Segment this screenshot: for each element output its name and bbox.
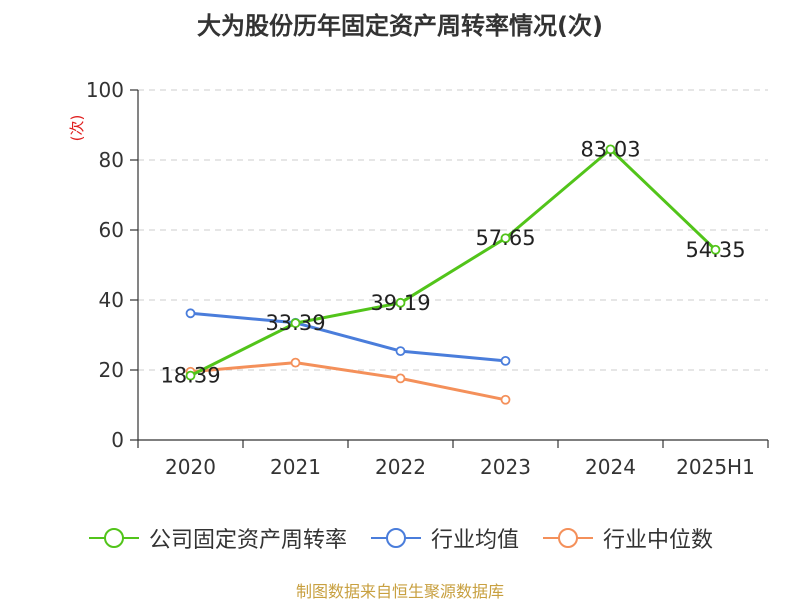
grid-lines [138,89,768,371]
y-tick-label: 20 [99,358,124,382]
x-tick-label: 2024 [585,455,636,479]
x-tick-label: 2022 [375,455,426,479]
legend-item[interactable]: 行业中位数 [541,522,713,554]
legend-label: 行业均值 [430,528,519,553]
data-label: 18.39 [160,364,220,388]
y-tick-label: 40 [99,288,124,312]
series-lines [185,144,721,405]
data-label: 39.19 [370,291,430,315]
y-tick-label: 100 [86,78,124,102]
series-line [189,147,717,377]
x-tick-label: 2020 [165,455,216,479]
legend-item[interactable]: 行业均值 [369,522,519,554]
data-point [185,308,196,319]
series-line [190,311,506,363]
data-point [500,355,511,366]
legend-swatch [370,528,421,548]
legend-label: 行业中位数 [603,528,714,553]
x-tick-label: 2025H1 [676,455,755,479]
data-point [395,373,406,384]
legend-swatch-marker [558,528,578,548]
legend-swatch-marker [385,528,406,548]
data-point [395,297,406,308]
x-tick-label: 2021 [270,455,321,479]
data-point [290,357,301,368]
y-tick-label: 60 [99,218,124,242]
data-label: 54.35 [685,238,745,262]
legend: 公司固定资产周转率 行业均值 行业中位数 [0,520,800,556]
data-point [500,394,511,405]
legend-label: 公司固定资产周转率 [148,528,347,553]
data-point [710,244,721,255]
data-labels: 18.39 33.39 39.19 57.65 83.03 54.35 [160,137,745,387]
data-point [500,233,511,244]
source-note: 制图数据来自恒生聚源数据库 [295,582,504,601]
y-tick-label: 0 [111,428,124,452]
y-tick-label: 80 [99,148,124,172]
legend-swatch [88,528,139,548]
axes: 0 20 40 60 80 100 2020 2021 2022 2023 2024 2025H1 [86,78,769,479]
data-label: 57.65 [475,226,535,250]
legend-item[interactable]: 公司固定资产周转率 [87,522,347,554]
chart-title: 大为股份历年固定资产周转率情况(次) [197,12,603,40]
data-label: 83.03 [580,137,640,161]
data-point [185,370,196,381]
data-label: 33.39 [265,311,325,335]
x-tick-label: 2023 [480,455,531,479]
data-point [290,318,301,329]
legend-swatch [543,528,593,548]
data-point [395,346,406,357]
series-line [190,361,506,402]
data-point [605,144,616,155]
legend-swatch-marker [103,528,124,548]
y-axis-label: (次) [68,115,86,142]
